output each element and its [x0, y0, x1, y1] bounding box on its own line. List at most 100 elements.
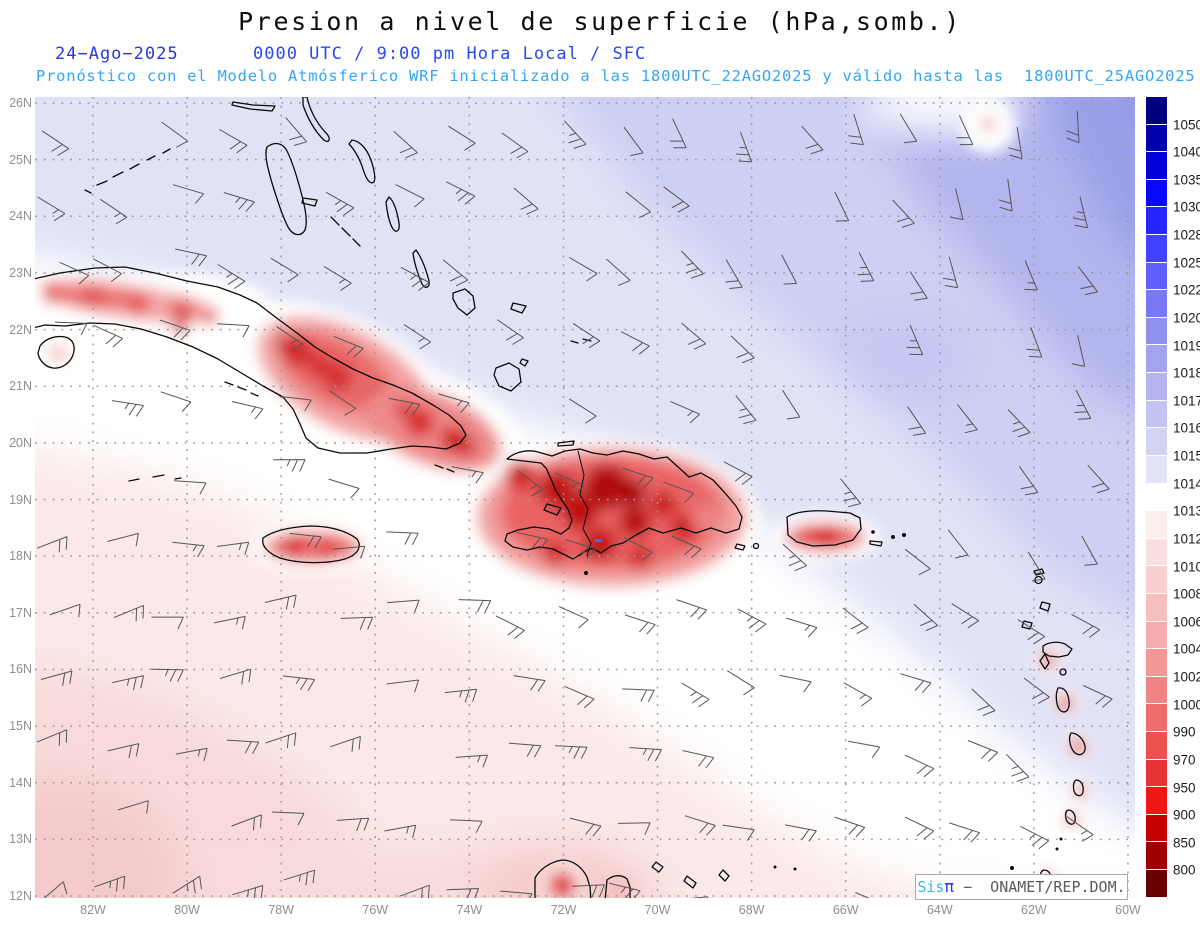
wind-barb [900, 673, 932, 694]
wind-barb [848, 740, 881, 758]
wind-barb [625, 191, 652, 219]
coastline-cuba [35, 266, 467, 454]
coastline-st-vincent [1064, 809, 1076, 825]
colorbar-label-1017: 1017 [1173, 393, 1200, 409]
wind-barb [279, 395, 312, 412]
wind-barb [332, 545, 366, 559]
wind-barb [563, 120, 587, 149]
pressure-field-islands [35, 99, 1092, 898]
wind-barb [947, 529, 969, 559]
page-title: Presion a nivel de superficie (hPa,somb.… [238, 7, 962, 36]
lon-label-78W: 78W [268, 903, 295, 917]
colorbar-label-1028: 1028 [1173, 227, 1200, 243]
wind-barb [444, 688, 478, 703]
wind-barb [1020, 825, 1050, 850]
coastline-aruba [651, 861, 664, 873]
wind-barb [231, 814, 262, 831]
colorbar-label-1000: 1000 [1173, 697, 1200, 713]
coastline-guadeloupe [1039, 641, 1073, 670]
wind-barb [107, 532, 139, 547]
pressure-field-broad [35, 97, 1135, 898]
colorbar-label-1035: 1035 [1173, 172, 1200, 188]
wind-barb [843, 682, 873, 707]
wind-barb [49, 603, 81, 618]
wind-barb [623, 537, 653, 561]
watermark-credit: − ONAMET/REP.DOM. [954, 878, 1126, 896]
wind-barb [112, 675, 144, 691]
colorbar-cell [1146, 842, 1167, 871]
lat-label-23N: 23N [9, 265, 32, 280]
la-blanquilla [1010, 866, 1014, 870]
lat-label-25N: 25N [9, 152, 32, 167]
wind-barb [727, 670, 755, 696]
wind-barb [265, 732, 297, 749]
wind-barb [329, 736, 361, 752]
wind-barb [558, 606, 589, 629]
wind-barb [730, 335, 755, 364]
lon-label-60W: 60W [1115, 903, 1141, 917]
wind-barb [842, 607, 869, 635]
wind-barb [117, 800, 149, 814]
lon-label-68W: 68W [738, 903, 765, 917]
wind-barb [892, 199, 915, 228]
colorbar-cell [1146, 455, 1167, 484]
colorbar-label-1019: 1019 [1173, 338, 1200, 354]
colorbar-label-1022: 1022 [1173, 282, 1200, 298]
coastline-jamaica [262, 525, 360, 564]
wind-barb [231, 401, 264, 420]
wind-barb [458, 599, 492, 613]
coastline-isla-juventud [37, 335, 75, 369]
marie-galante [1059, 668, 1067, 676]
wind-barb [1026, 327, 1043, 358]
colorbar-cell [1146, 179, 1167, 208]
wind-barb [907, 406, 927, 436]
coastline-st-lucia [1072, 779, 1084, 797]
grenadines-north [1059, 837, 1063, 841]
wind-barb [400, 266, 430, 291]
wind-barb [217, 323, 250, 338]
wind-barb [680, 250, 704, 279]
wind-barb [606, 258, 631, 287]
colorbar-label-900: 900 [1173, 807, 1196, 823]
wind-barb [325, 191, 355, 216]
wind-barb [906, 325, 924, 356]
lon-label-80W: 80W [174, 903, 200, 917]
wind-barb [782, 543, 807, 572]
colorbar-cell [1146, 400, 1167, 429]
lat-label-22N: 22N [9, 322, 32, 337]
colorbar-cell [1146, 787, 1167, 815]
wind-barb [36, 536, 68, 553]
wind-barb [323, 265, 352, 291]
wind-barb [904, 548, 931, 576]
colorbar-cell [1146, 759, 1167, 788]
wind-barb [223, 192, 255, 212]
wind-barb [232, 885, 264, 898]
wind-barb [1072, 196, 1089, 229]
colorbar-label-850: 850 [1173, 835, 1196, 851]
coastline-antigua [1021, 620, 1033, 630]
wind-barb [1071, 613, 1100, 638]
colorbar-cell [1146, 262, 1167, 291]
colorbar-cell [1146, 373, 1167, 401]
colorbar-label-1004: 1004 [1173, 641, 1200, 657]
wind-barb [684, 815, 716, 836]
wind-barb [681, 322, 707, 350]
wind-barb [564, 685, 595, 709]
wind-barb [1083, 685, 1113, 708]
lat-label-15N: 15N [9, 719, 32, 734]
wind-barb [41, 130, 70, 156]
colorbar-cell [1146, 704, 1167, 733]
wind-barb [950, 188, 964, 221]
colorbar-cell [1146, 483, 1167, 512]
wind-barb [909, 271, 928, 301]
wind-barb [442, 259, 469, 287]
coastline-bonaire [718, 869, 730, 882]
coastline-paraguana [604, 875, 631, 898]
coastline-caymans [128, 474, 182, 482]
coastline-exuma-cays [330, 216, 361, 247]
lon-label-76W: 76W [362, 903, 389, 917]
wind-barb [669, 118, 687, 149]
wind-barb [283, 869, 316, 886]
graticule-grid [35, 97, 1135, 898]
